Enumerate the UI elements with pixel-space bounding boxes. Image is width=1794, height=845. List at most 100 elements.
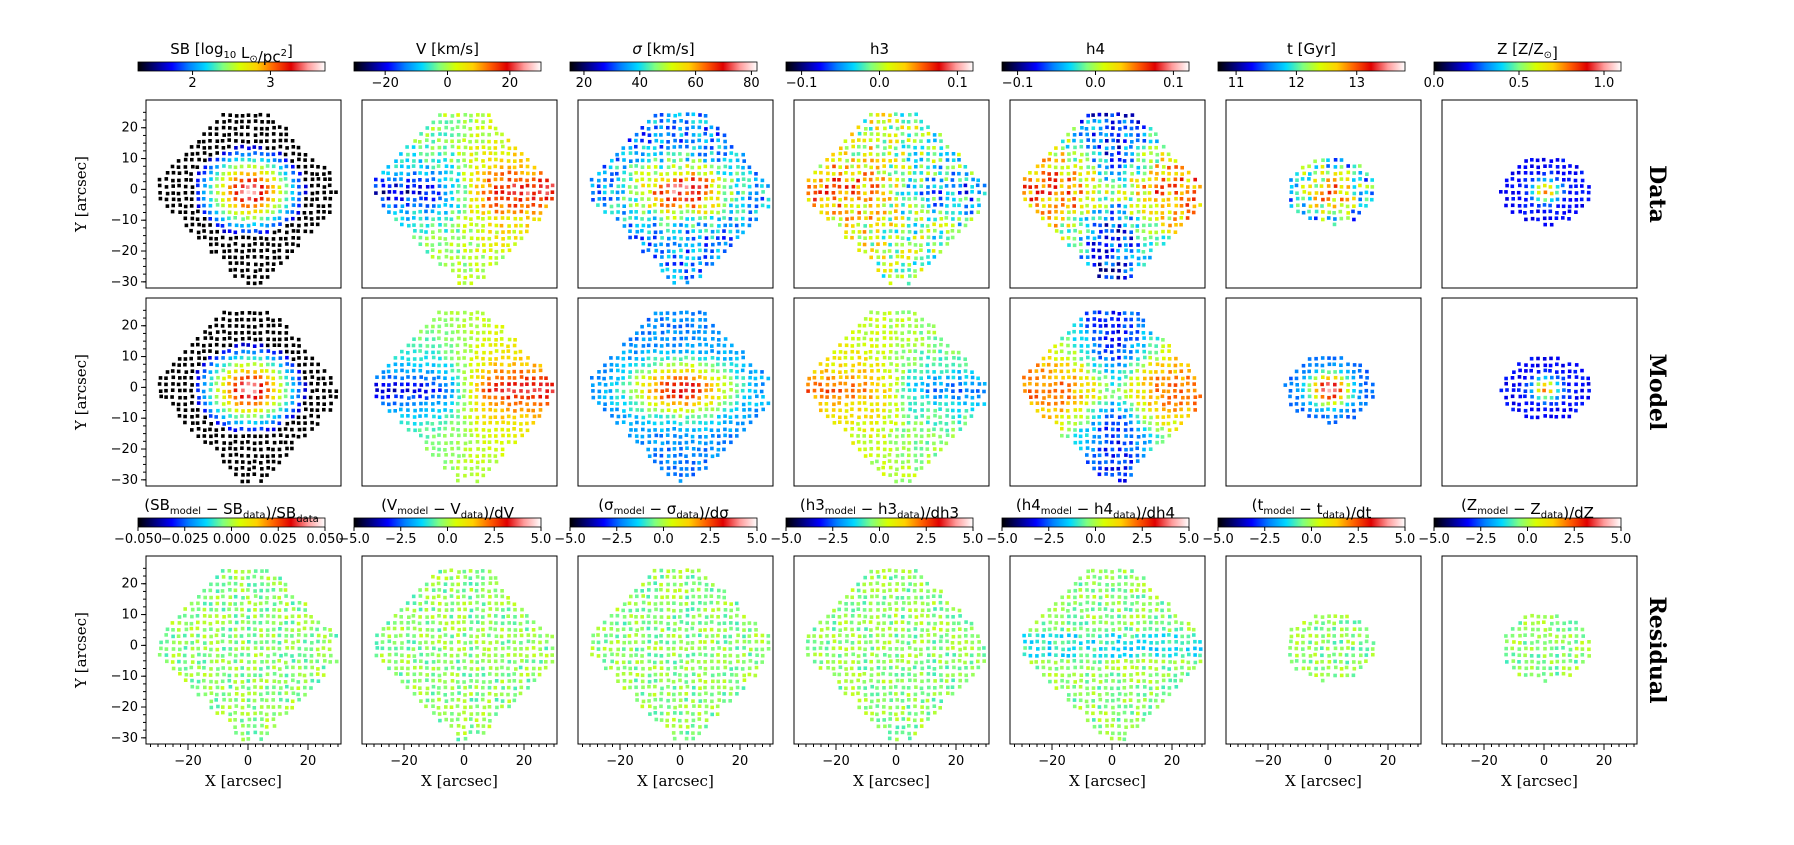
pixel xyxy=(691,185,695,189)
pixel xyxy=(647,119,651,124)
pixel xyxy=(1085,428,1089,432)
pixel xyxy=(628,229,632,233)
pixel xyxy=(1104,414,1109,419)
pixel xyxy=(628,337,633,342)
pixel xyxy=(538,402,543,407)
pixel xyxy=(819,388,824,392)
pixel xyxy=(679,254,683,259)
pixel xyxy=(1104,223,1109,227)
pixel xyxy=(1117,355,1121,360)
pixel xyxy=(888,281,893,286)
pixel xyxy=(233,434,238,439)
pixel xyxy=(443,363,448,368)
pixel xyxy=(820,370,824,374)
pixel xyxy=(691,336,696,340)
pixel xyxy=(1339,203,1344,207)
pixel xyxy=(1092,263,1097,267)
pixel xyxy=(908,401,912,406)
pixel xyxy=(913,178,917,183)
pixel xyxy=(411,164,416,168)
pixel xyxy=(170,369,175,373)
pixel xyxy=(748,395,752,400)
pixel xyxy=(260,185,264,189)
pixel xyxy=(678,422,683,426)
pixel xyxy=(1117,388,1121,392)
pixel xyxy=(1326,164,1330,168)
pixel xyxy=(519,159,523,163)
pixel xyxy=(518,349,523,354)
pixel xyxy=(252,255,257,259)
pixel xyxy=(481,375,485,379)
pixel xyxy=(939,203,944,207)
pixel xyxy=(450,262,455,267)
pixel xyxy=(412,223,416,227)
pixel xyxy=(875,331,880,335)
pixel xyxy=(920,209,924,213)
pixel xyxy=(216,375,220,380)
pixel xyxy=(717,421,721,426)
pixel xyxy=(742,159,746,163)
pixel xyxy=(438,388,442,392)
pixel xyxy=(425,144,429,149)
pixel xyxy=(284,197,289,202)
pixel xyxy=(456,369,461,373)
pixel xyxy=(271,318,275,323)
pixel xyxy=(316,177,321,181)
pixel xyxy=(906,343,911,347)
pixel xyxy=(615,165,619,170)
pixel xyxy=(462,402,467,406)
pixel xyxy=(761,407,765,412)
pixel xyxy=(481,467,485,471)
pixel xyxy=(519,217,523,221)
pixel xyxy=(506,349,511,353)
pixel xyxy=(304,407,308,412)
pixel xyxy=(646,172,651,176)
pixel xyxy=(843,151,848,155)
pixel xyxy=(914,318,918,323)
pixel xyxy=(901,349,906,354)
pixel xyxy=(893,330,898,335)
pixel xyxy=(710,395,715,400)
pixel xyxy=(615,217,620,221)
pixel xyxy=(1173,177,1178,182)
pixel xyxy=(875,211,880,215)
pixel xyxy=(545,382,549,387)
pixel xyxy=(227,249,232,253)
pixel xyxy=(856,440,861,444)
pixel xyxy=(164,395,168,399)
pixel xyxy=(406,375,410,379)
pixel xyxy=(913,369,917,373)
pixel xyxy=(747,388,752,393)
pixel xyxy=(271,268,275,272)
pixel xyxy=(862,369,867,373)
pixel xyxy=(290,401,295,405)
pixel xyxy=(550,389,555,394)
pixel xyxy=(480,382,485,386)
pixel xyxy=(621,151,625,156)
pixel xyxy=(456,441,460,445)
pixel xyxy=(216,408,220,413)
pixel xyxy=(297,402,301,407)
pixel xyxy=(933,344,937,348)
pixel xyxy=(316,402,320,406)
pixel xyxy=(679,446,683,451)
pixel xyxy=(1098,132,1103,136)
pixel xyxy=(692,402,696,407)
pixel xyxy=(710,368,715,373)
pixel xyxy=(304,216,308,220)
pixel xyxy=(1041,171,1046,175)
pixel xyxy=(1060,414,1064,419)
pixel xyxy=(277,229,282,233)
pixel xyxy=(895,447,899,451)
pixel xyxy=(591,389,595,393)
pixel xyxy=(1092,170,1096,175)
pixel xyxy=(876,446,880,451)
pixel xyxy=(456,190,460,194)
pixel xyxy=(831,191,836,195)
pixel xyxy=(1060,210,1064,214)
pixel xyxy=(622,204,626,208)
pixel xyxy=(247,158,252,162)
pixel xyxy=(685,368,689,373)
pixel xyxy=(1097,343,1102,348)
pixel xyxy=(1105,388,1109,392)
